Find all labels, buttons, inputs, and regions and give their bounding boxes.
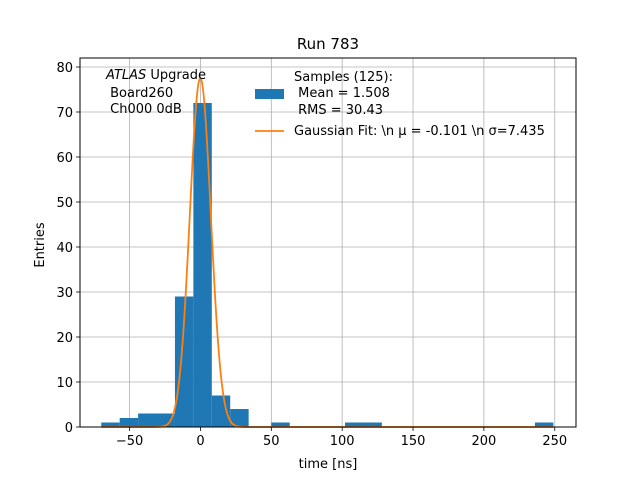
y-tick-label: 60 <box>56 151 73 166</box>
x-tick-label: 150 <box>401 434 426 449</box>
annotation-atlas: ATLAS <box>105 68 146 83</box>
y-axis-label: Entries <box>33 222 48 268</box>
annotation-line-1: ATLAS Upgrade <box>105 68 206 83</box>
y-tick-label: 10 <box>56 376 73 391</box>
y-tick-label: 30 <box>56 286 73 301</box>
histogram-bar <box>345 422 382 427</box>
legend: Samples (125): Mean = 1.508 RMS = 30.43 … <box>255 70 545 139</box>
atlas-annotation: ATLAS Upgrade Board260 Ch000 0dB <box>105 68 206 117</box>
histogram-bar <box>138 413 175 427</box>
legend-swatch-samples <box>255 89 284 99</box>
annotation-line-2: Board260 <box>106 86 173 101</box>
x-tick-label: 0 <box>196 434 204 449</box>
x-tick-label: 50 <box>263 434 280 449</box>
y-tick-label: 80 <box>56 61 73 76</box>
legend-samples-line-2: Mean = 1.508 <box>294 86 390 101</box>
x-tick-label: 100 <box>330 434 355 449</box>
annotation-upgrade: Upgrade <box>146 68 206 83</box>
chart-title: Run 783 <box>297 35 359 53</box>
histogram-bar <box>119 418 139 427</box>
histogram-bar <box>174 296 194 427</box>
histogram-bar <box>193 103 212 427</box>
x-tick-label: 200 <box>471 434 496 449</box>
y-tick-label: 20 <box>56 331 73 346</box>
legend-samples-line-1: Samples (125): <box>294 70 393 85</box>
histogram-bar <box>230 409 249 427</box>
legend-fit-label: Gaussian Fit: \n μ = -0.101 \n σ=7.435 <box>294 124 545 139</box>
annotation-line-3: Ch000 0dB <box>106 102 182 117</box>
histogram-bar <box>101 422 120 427</box>
y-tick-label: 70 <box>56 106 73 121</box>
y-tick-label: 50 <box>56 196 73 211</box>
x-axis-label: time [ns] <box>299 457 358 472</box>
x-tick-label: −50 <box>116 434 143 449</box>
plot-frame <box>79 57 577 428</box>
axis-ticks: −50 0 50 100 150 200 250 0 10 20 30 40 50 60 70 80 <box>56 61 567 449</box>
y-tick-label: 40 <box>56 241 73 256</box>
legend-samples-line-3: RMS = 30.43 <box>294 103 383 118</box>
histogram-bars <box>101 103 554 427</box>
histogram-bar <box>534 422 554 427</box>
x-tick-label: 250 <box>542 434 567 449</box>
histogram-bar <box>271 422 290 427</box>
y-tick-label: 0 <box>65 421 73 436</box>
